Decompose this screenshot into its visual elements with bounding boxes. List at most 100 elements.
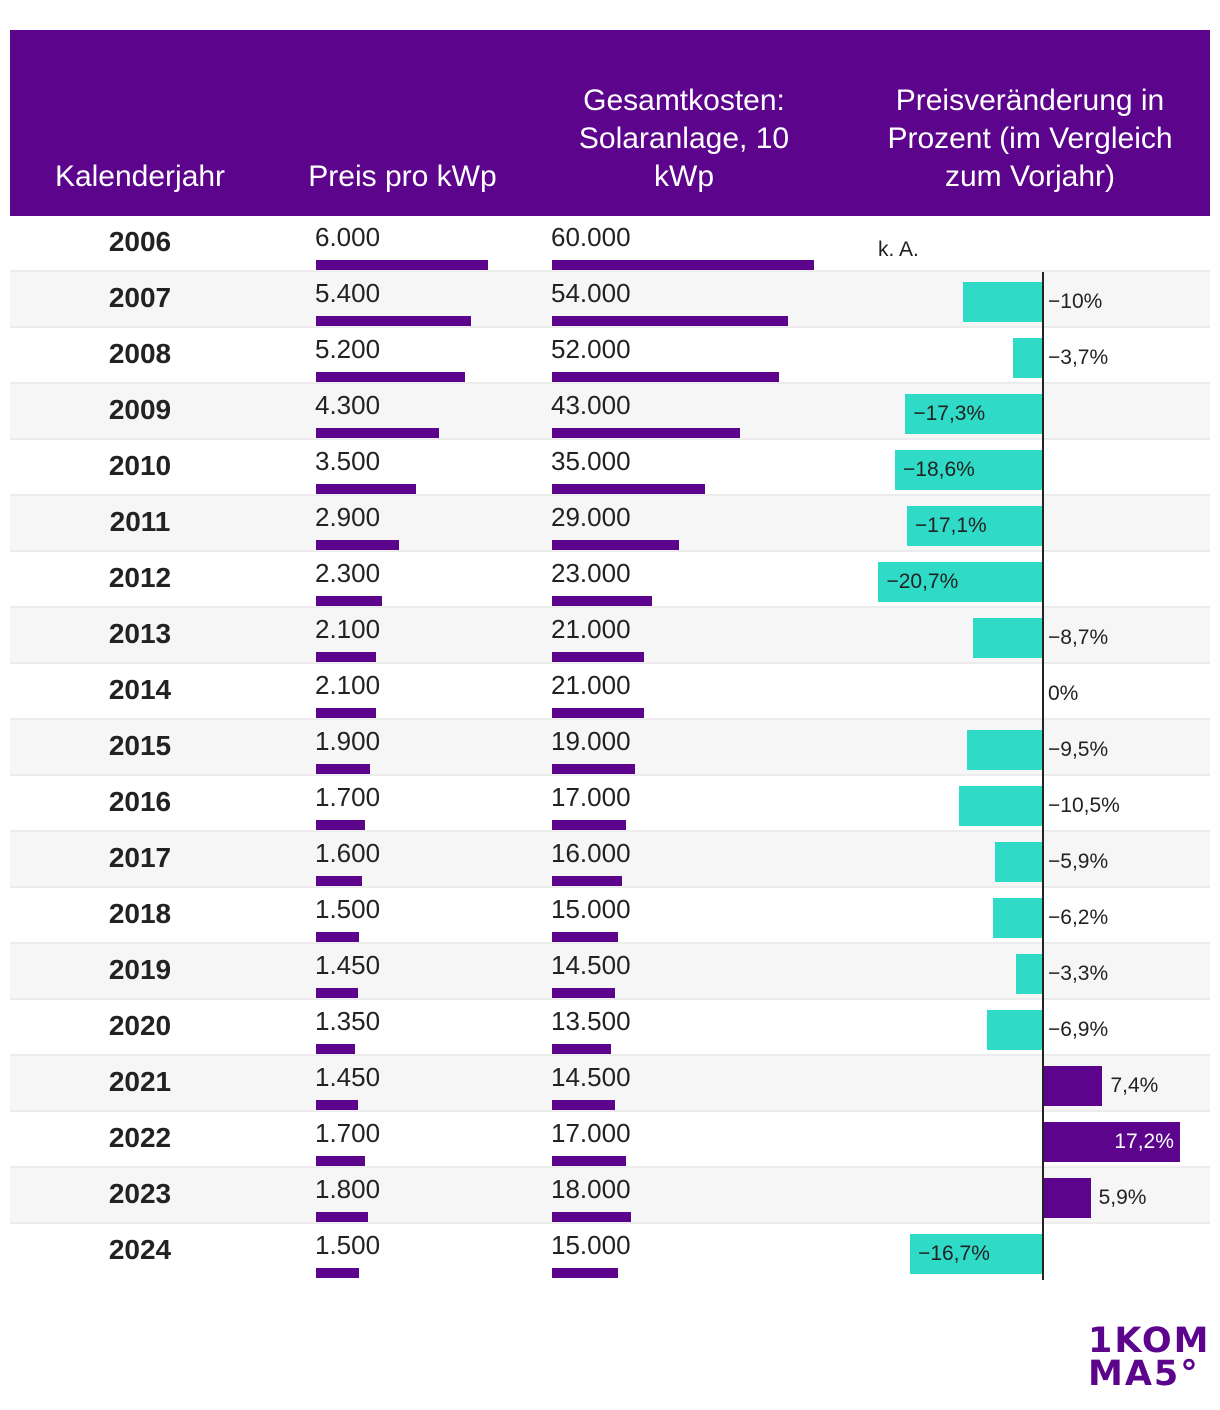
price-value: 1.900: [315, 726, 381, 756]
total-bar: [552, 428, 740, 438]
change-bar: [987, 1010, 1042, 1050]
logo-line-1: 1KOM: [1088, 1321, 1211, 1361]
change-label: −17,3%: [913, 402, 986, 425]
row-year: 2015: [108, 730, 172, 761]
row-year: 2010: [108, 450, 172, 481]
row-year: 2006: [108, 226, 172, 257]
price-value: 1.800: [315, 1174, 381, 1204]
price-bar: [316, 372, 466, 382]
price-bar: [316, 1100, 358, 1110]
price-value: 1.500: [315, 1230, 381, 1260]
total-bar: [552, 764, 635, 774]
row-year: 2018: [108, 898, 172, 929]
price-bar: [316, 260, 488, 270]
price-bar: [316, 1268, 359, 1278]
total-value: 21.000: [551, 670, 631, 700]
total-value: 29.000: [551, 502, 631, 532]
total-bar: [552, 876, 622, 886]
total-bar: [552, 1156, 627, 1166]
total-bar: [552, 988, 616, 998]
change-label: −6,9%: [1048, 1018, 1109, 1041]
change-label: k. A.: [878, 238, 919, 261]
total-bar: [552, 1044, 611, 1054]
table-header: Kalenderjahr Preis pro kWp Gesamtkosten:…: [10, 30, 1210, 216]
table-row: 2011 2.900 29.000 −17,1%: [10, 496, 1210, 552]
total-value: 18.000: [551, 1174, 631, 1204]
total-value: 23.000: [551, 558, 631, 588]
header-change: Preisveränderung in Prozent (im Vergleic…: [887, 84, 1173, 193]
header-price: Preis pro kWp: [308, 160, 497, 193]
price-value: 1.700: [315, 782, 381, 812]
price-bar: [316, 876, 362, 886]
row-year: 2009: [108, 394, 172, 425]
price-bar: [316, 1044, 355, 1054]
total-value: 54.000: [551, 278, 631, 308]
table-row: 2013 2.100 21.000 −8,7%: [10, 608, 1210, 664]
change-label: −20,7%: [886, 570, 959, 593]
change-bar: [1044, 1122, 1180, 1162]
price-value: 4.300: [315, 390, 381, 420]
table-row: 2019 1.450 14.500 −3,3%: [10, 944, 1210, 1000]
change-label: 5,9%: [1098, 1186, 1147, 1209]
change-label: 0%: [1048, 682, 1079, 705]
change-bar: [906, 506, 1042, 546]
change-bar: [1044, 1178, 1091, 1218]
change-bar: [959, 786, 1042, 826]
total-value: 15.000: [551, 1230, 631, 1260]
price-table: Kalenderjahr Preis pro kWp Gesamtkosten:…: [10, 30, 1210, 1280]
change-bar: [1012, 338, 1042, 378]
price-value: 5.200: [315, 334, 381, 364]
row-year: 2007: [108, 282, 172, 313]
change-bar: [966, 730, 1042, 770]
price-bar: [316, 1156, 365, 1166]
total-value: 14.500: [551, 1062, 631, 1092]
price-value: 1.350: [315, 1006, 381, 1036]
price-bar: [316, 596, 382, 606]
change-label: −3,3%: [1048, 962, 1109, 985]
price-value: 2.100: [315, 670, 381, 700]
change-bar: [910, 1234, 1042, 1274]
change-bar: [993, 898, 1042, 938]
row-year: 2012: [108, 562, 172, 593]
total-bar: [552, 652, 644, 662]
change-label: −18,6%: [903, 458, 975, 481]
price-bar: [316, 484, 417, 494]
price-bar: [316, 316, 471, 326]
total-value: 43.000: [551, 390, 631, 420]
row-year: 2022: [108, 1122, 172, 1153]
total-bar: [552, 260, 814, 270]
total-value: 16.000: [551, 838, 631, 868]
total-value: 17.000: [551, 1118, 631, 1148]
change-zero-axis: [1042, 272, 1044, 1280]
table-row: 2022 1.700 17.000 17,2%: [10, 1112, 1210, 1168]
price-value: 1.600: [315, 838, 381, 868]
price-value: 2.300: [315, 558, 381, 588]
change-bar: [973, 618, 1042, 658]
total-value: 15.000: [551, 894, 631, 924]
price-value: 1.450: [315, 950, 381, 980]
change-bar: [995, 842, 1042, 882]
logo-line-2: MA5°: [1088, 1354, 1200, 1394]
table-row: 2007 5.400 54.000 −10%: [10, 272, 1210, 328]
price-value: 5.400: [315, 278, 381, 308]
table-row: 2016 1.700 17.000 −10,5%: [10, 776, 1210, 832]
total-bar: [552, 1268, 618, 1278]
table-row: 2021 1.450 14.500 7,4%: [10, 1056, 1210, 1112]
row-year: 2016: [108, 786, 172, 817]
total-value: 14.500: [551, 950, 631, 980]
row-year: 2013: [108, 618, 172, 649]
table-row: 2008 5.200 52.000 −3,7%: [10, 328, 1210, 384]
change-bar: [905, 394, 1042, 434]
table-row: 2024 1.500 15.000 −16,7%: [10, 1224, 1210, 1280]
price-value: 2.100: [315, 614, 381, 644]
row-year: 2023: [108, 1178, 172, 1209]
total-value: 52.000: [551, 334, 631, 364]
table-row: 2012 2.300 23.000 −20,7%: [10, 552, 1210, 608]
table-body: 2006 6.000 60.000 k. A. 2007 5.400 54.000 −10% 2…: [10, 216, 1210, 1280]
table-row: 2009 4.300 43.000 −17,3%: [10, 384, 1210, 440]
row-year: 2019: [108, 954, 172, 985]
total-bar: [552, 932, 618, 942]
row-year: 2021: [108, 1066, 172, 1097]
price-bar: [316, 708, 377, 718]
table-row: 2020 1.350 13.500 −6,9%: [10, 1000, 1210, 1056]
